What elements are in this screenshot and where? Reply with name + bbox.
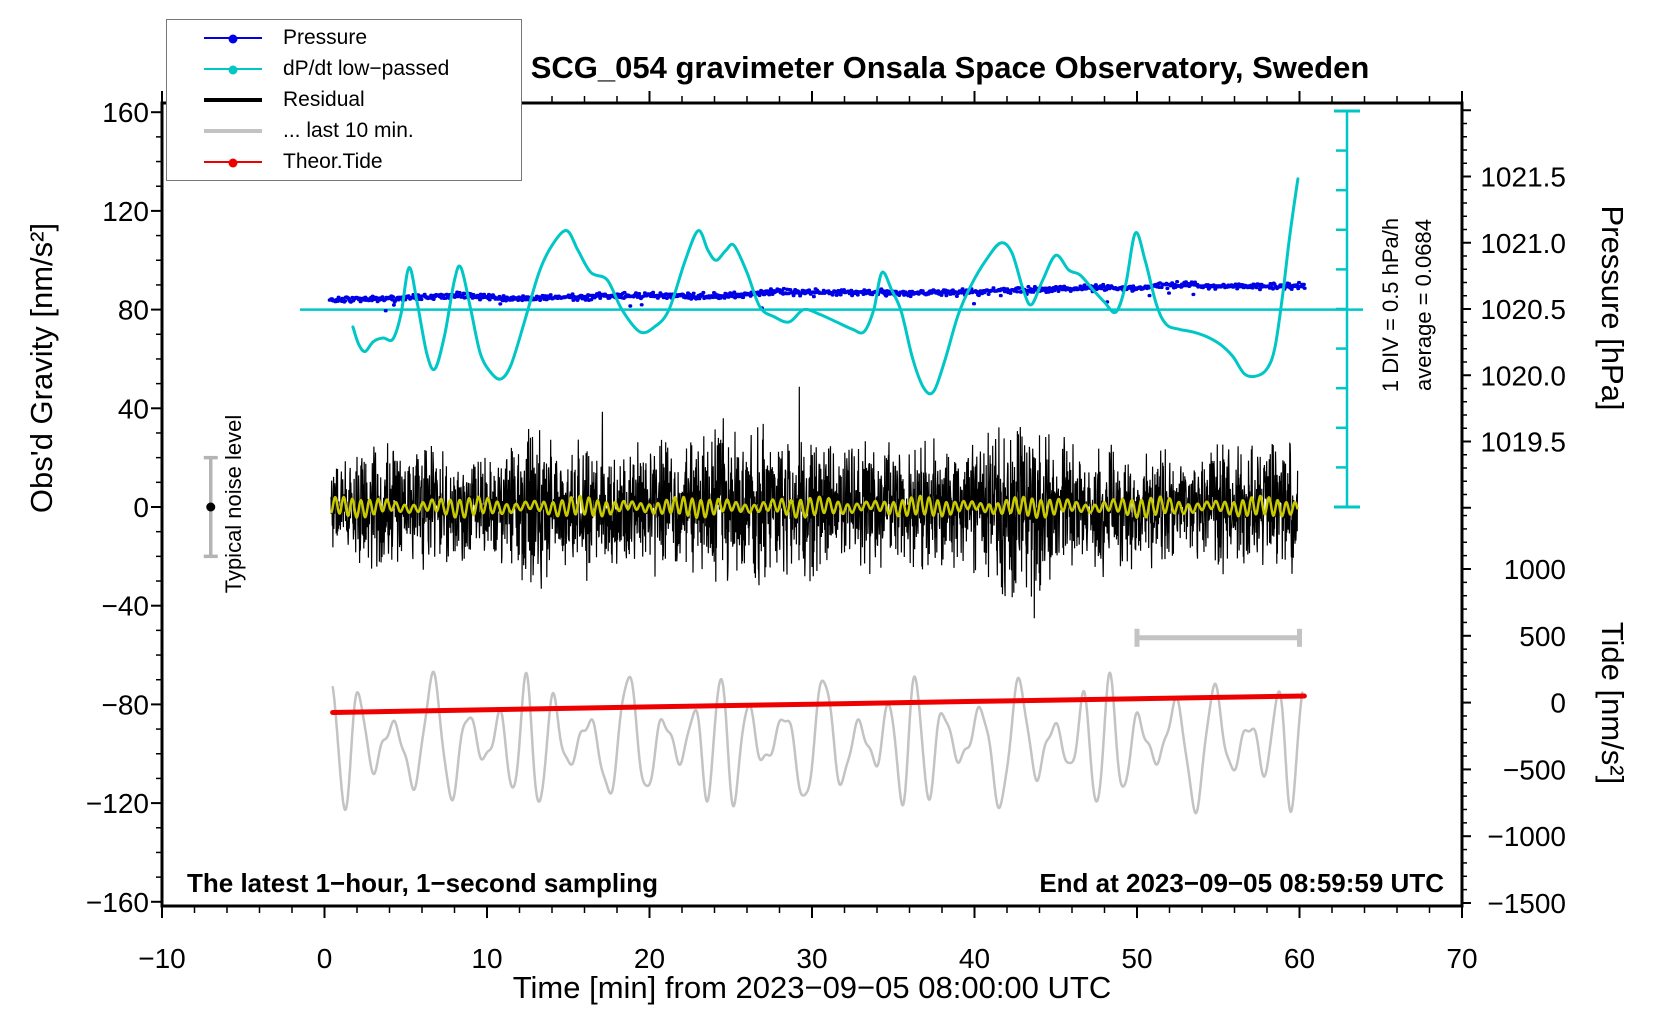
pressure-line-sample-icon (204, 34, 262, 44)
svg-text:−160: −160 (86, 887, 149, 918)
svg-text:−1500: −1500 (1487, 888, 1566, 919)
svg-text:80: 80 (118, 295, 149, 326)
svg-text:60: 60 (1284, 943, 1315, 974)
svg-text:20: 20 (634, 943, 665, 974)
svg-text:−1000: −1000 (1487, 821, 1566, 852)
svg-text:160: 160 (102, 97, 149, 128)
svg-text:−500: −500 (1503, 754, 1566, 785)
sampling-note: The latest 1−hour, 1−second sampling (187, 868, 659, 898)
y-axis-title-gravity: Obs'd Gravity [nm/s²] (24, 222, 59, 514)
svg-text:1021.0: 1021.0 (1480, 228, 1566, 259)
svg-text:−120: −120 (86, 788, 149, 819)
legend-item-last10: ... last 10 min. (167, 116, 521, 146)
page-title: SCG_054 gravimeter Onsala Space Observat… (530, 50, 1370, 85)
legend-label: Residual (283, 87, 365, 111)
tide-dot-icon (228, 158, 238, 168)
svg-text:120: 120 (102, 196, 149, 227)
svg-text:1020.0: 1020.0 (1480, 360, 1566, 391)
svg-text:40: 40 (118, 393, 149, 424)
svg-text:0: 0 (133, 492, 149, 523)
legend-item-tide: Theor.Tide (167, 147, 521, 177)
average-label: average = 0.0684 (1411, 219, 1436, 391)
legend-label: ... last 10 min. (283, 119, 414, 143)
svg-text:1000: 1000 (1504, 554, 1566, 585)
pressure-dot-icon (228, 34, 238, 44)
svg-text:−10: −10 (138, 943, 186, 974)
legend-label: Theor.Tide (283, 150, 383, 174)
legend-item-dpdt: dP/dt low−passed (167, 54, 521, 84)
svg-text:70: 70 (1446, 943, 1477, 974)
dpdt-line-sample-icon (204, 65, 262, 75)
dpdt-dot-icon (228, 65, 238, 75)
end-time-note: End at 2023−09−05 08:59:59 UTC (1039, 868, 1444, 898)
legend-label: Pressure (283, 25, 368, 49)
svg-text:−40: −40 (102, 591, 150, 622)
legend-item-pressure: Pressure (167, 23, 521, 53)
y-axis-title-tide: Tide [nm/s²] (1595, 621, 1630, 785)
div-scale-label: 1 DIV = 0.5 hPa/h (1378, 217, 1403, 393)
svg-text:500: 500 (1519, 621, 1566, 652)
svg-text:1021.5: 1021.5 (1480, 162, 1566, 193)
svg-text:−80: −80 (102, 689, 150, 720)
svg-text:10: 10 (471, 943, 502, 974)
svg-text:30: 30 (796, 943, 827, 974)
svg-text:50: 50 (1121, 943, 1152, 974)
svg-text:1020.5: 1020.5 (1480, 294, 1566, 325)
noise-level-label: Typical noise level (221, 414, 246, 594)
residual-line-sample-icon (204, 97, 262, 102)
legend-box: Pressure dP/dt low−passed Residual ... l… (166, 19, 522, 181)
y-axis-title-pressure: Pressure [hPa] (1595, 205, 1630, 411)
svg-text:0: 0 (1550, 688, 1566, 719)
svg-text:1019.5: 1019.5 (1480, 427, 1566, 458)
svg-text:40: 40 (959, 943, 990, 974)
legend-item-residual: Residual (167, 85, 521, 115)
legend-label: dP/dt low−passed (283, 56, 450, 80)
x-axis-title: Time [min] from 2023−09−05 08:00:00 UTC (512, 970, 1112, 1005)
last10-line-sample-icon (204, 129, 262, 134)
tide-line-sample-icon (204, 158, 262, 168)
svg-text:0: 0 (317, 943, 333, 974)
